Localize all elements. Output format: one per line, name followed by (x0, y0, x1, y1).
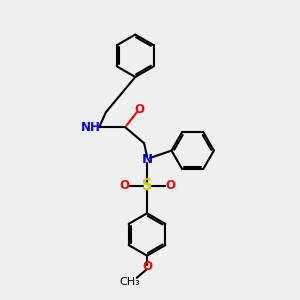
Text: CH₃: CH₃ (119, 277, 140, 287)
Text: NH: NH (81, 121, 101, 134)
Text: O: O (142, 260, 152, 272)
Text: O: O (119, 179, 129, 192)
Text: O: O (135, 103, 145, 116)
Text: O: O (165, 179, 175, 192)
Text: N: N (142, 153, 153, 166)
Text: S: S (142, 178, 152, 194)
